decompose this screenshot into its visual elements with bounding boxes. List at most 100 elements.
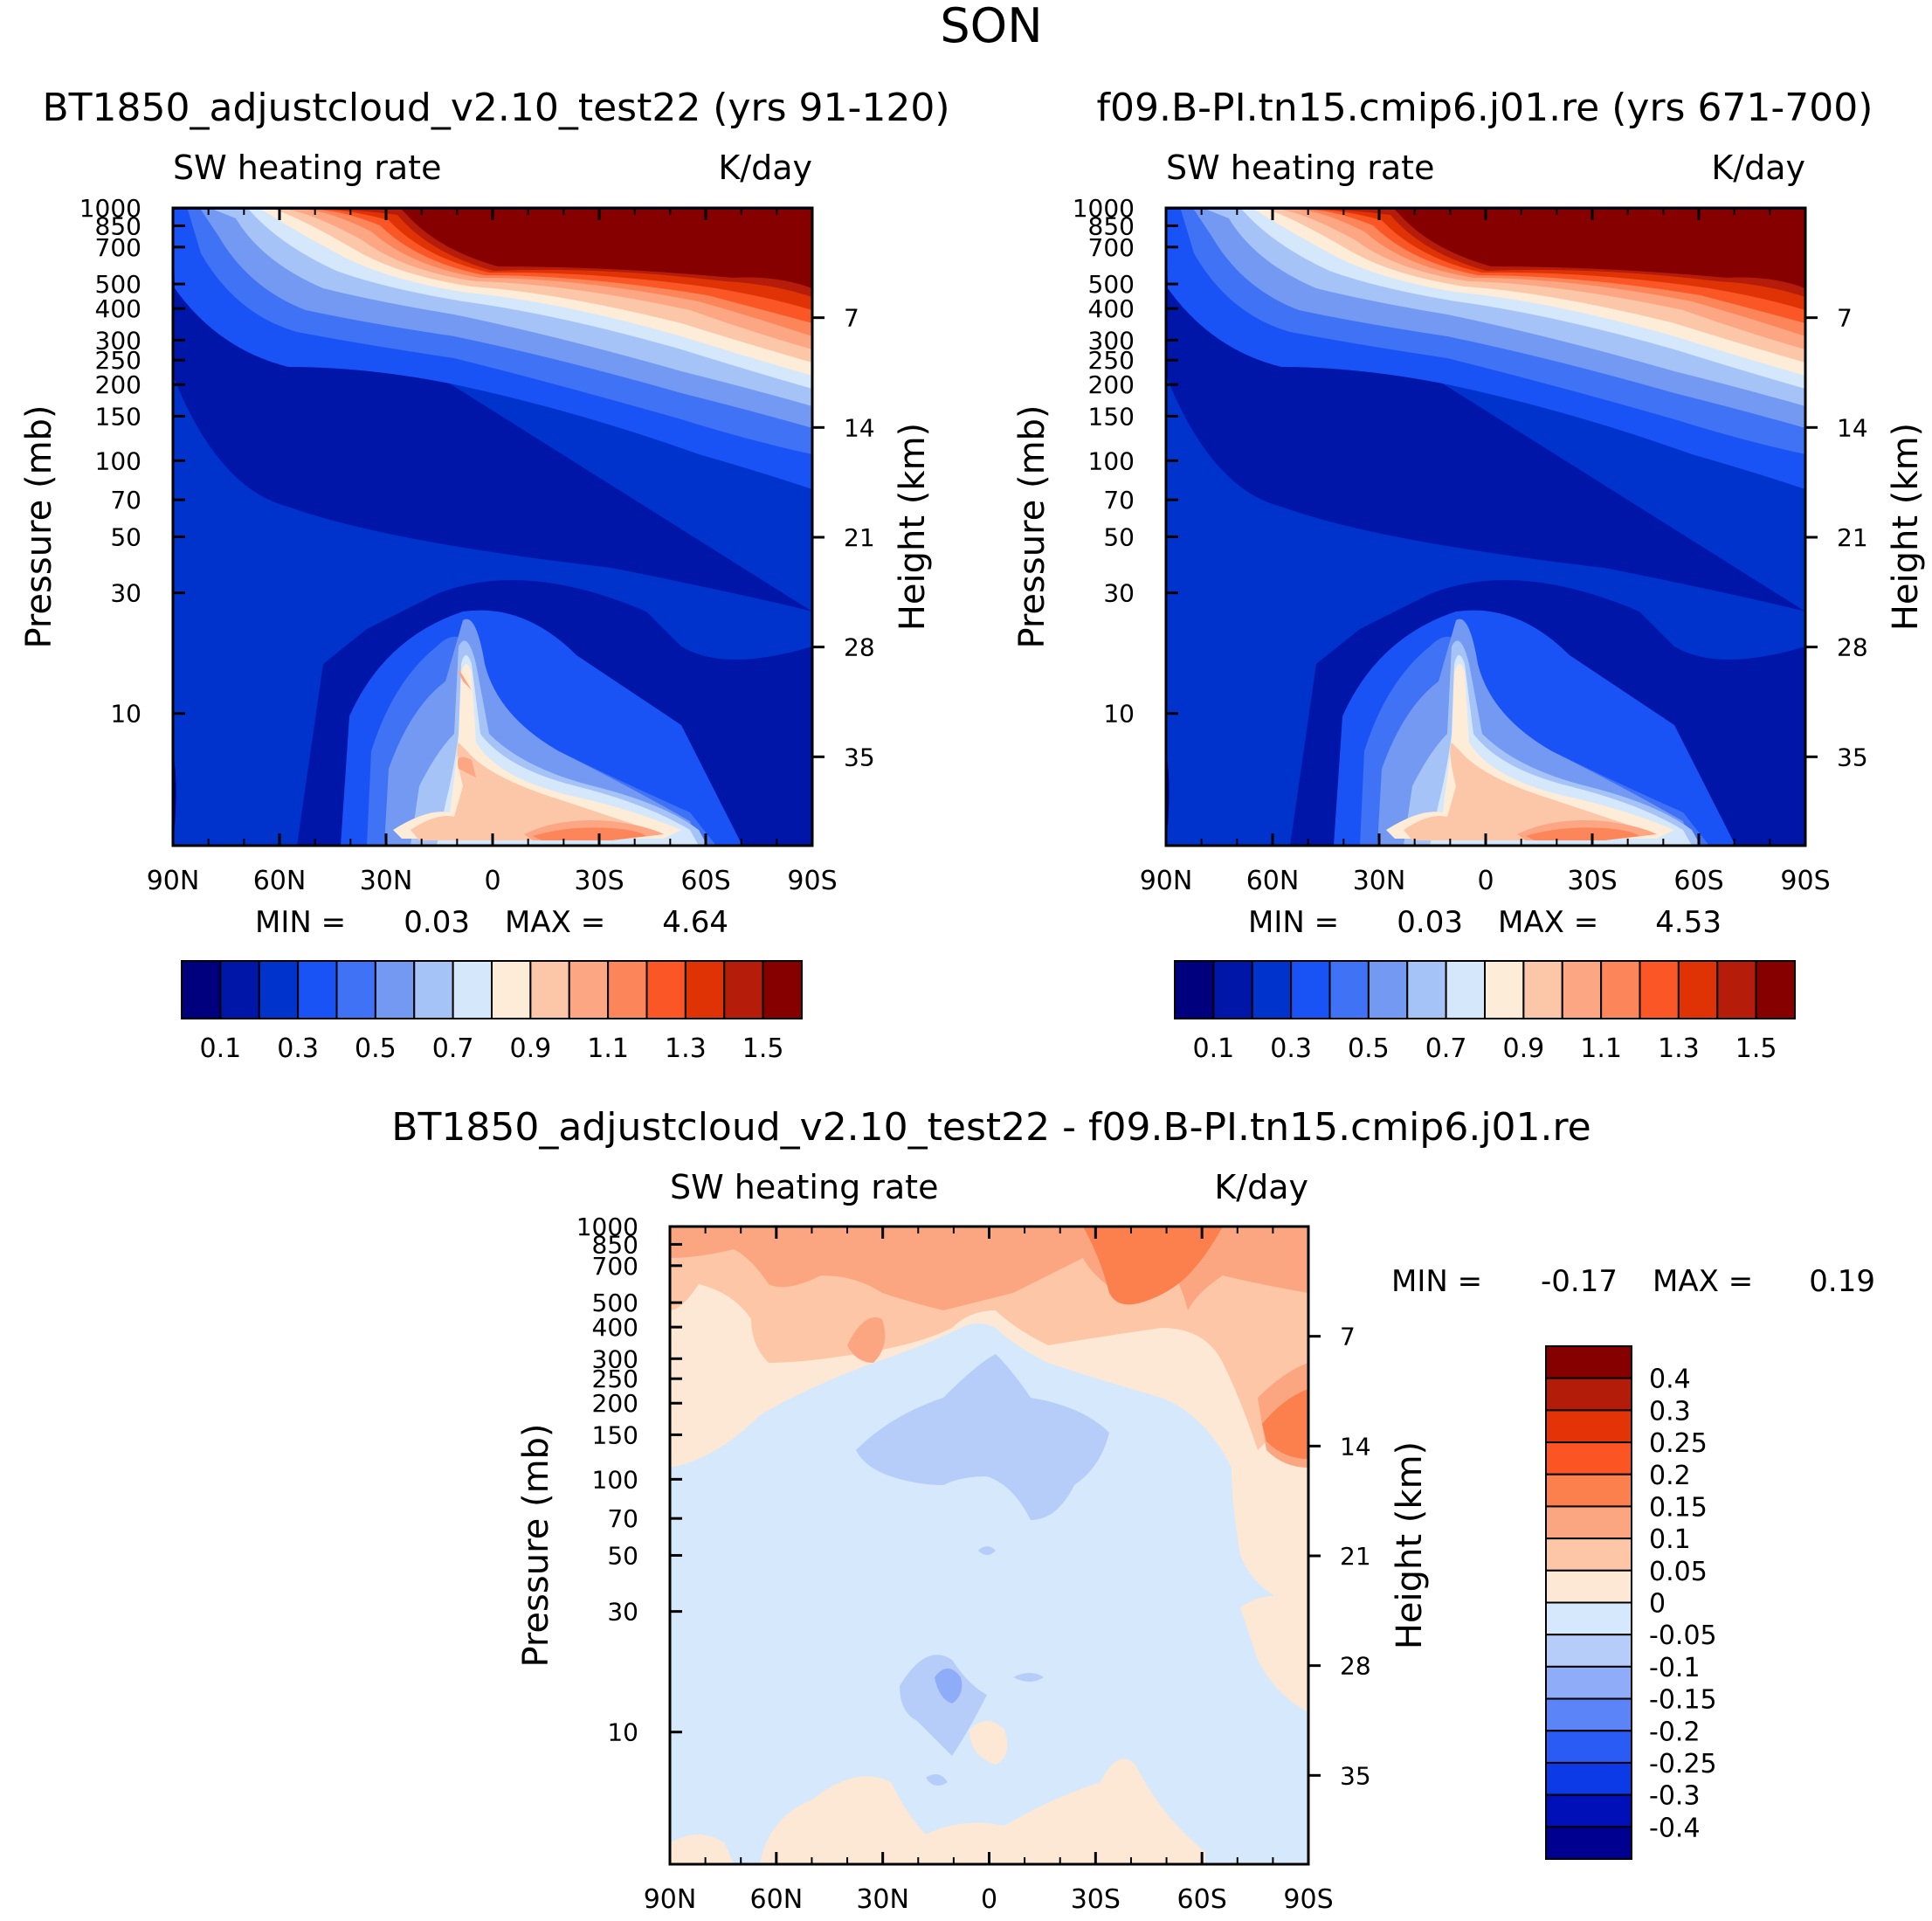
- x-tick-label: 0: [981, 1884, 997, 1915]
- colorbar-swatch: [1545, 1697, 1632, 1732]
- x-tick-label: 60S: [1177, 1884, 1227, 1915]
- colorbar-swatch: [684, 960, 726, 1019]
- colorbar-swatch: [1545, 1730, 1632, 1764]
- panel-1: BT1850_adjustcloud_v2.10_test22 (yrs 91-…: [19, 86, 950, 1064]
- colorbar-swatch: [1545, 1345, 1632, 1379]
- panel-2-contour-field: [1166, 208, 1805, 846]
- colorbar-swatch: [1367, 960, 1409, 1019]
- pressure-tick-label: 30: [607, 1598, 638, 1627]
- colorbar-label: 1.5: [1735, 1033, 1777, 1064]
- colorbar-swatch: [1545, 1441, 1632, 1475]
- panel-1-y-label: Pressure (mb): [19, 404, 59, 648]
- colorbar-label: 0.5: [1348, 1033, 1390, 1064]
- colorbar-label: -0.2: [1649, 1717, 1701, 1747]
- height-tick-label: 28: [1837, 633, 1868, 662]
- panel-1-title: BT1850_adjustcloud_v2.10_test22 (yrs 91-…: [42, 86, 949, 130]
- x-tick-label: 0: [484, 866, 500, 896]
- x-tick-label: 30S: [1071, 1884, 1121, 1915]
- colorbar-swatch: [1716, 960, 1757, 1019]
- panel-2-colorbar: 0.1 0.3 0.5 0.7 0.9 1.1 1.3 1.5: [1174, 960, 1796, 1064]
- x-tick-label: 90N: [147, 866, 200, 896]
- colorbar-swatch: [1251, 960, 1293, 1019]
- pressure-tick-label: 30: [110, 579, 141, 608]
- pressure-tick-label: 400: [95, 294, 141, 323]
- pressure-tick-label: 1000: [1073, 194, 1135, 223]
- colorbar-swatch: [297, 960, 338, 1019]
- height-tick-label: 21: [1837, 523, 1868, 552]
- pressure-tick-label: 200: [1088, 370, 1135, 399]
- pressure-tick-label: 1000: [79, 194, 141, 223]
- panel-3-colorbar: 0.40.30.250.20.150.10.050-0.05-0.1-0.15-…: [1545, 1345, 1717, 1860]
- colorbar-label: -0.05: [1649, 1620, 1717, 1651]
- colorbar-label: 0.9: [1503, 1033, 1545, 1064]
- x-tick-label: 60S: [1673, 866, 1723, 896]
- colorbar-swatch: [1545, 1569, 1632, 1604]
- colorbar-swatch: [1561, 960, 1603, 1019]
- panel-2-band-5: [1194, 210, 1805, 846]
- colorbar-swatch: [1290, 960, 1331, 1019]
- x-tick-label: 60N: [1246, 866, 1300, 896]
- colorbar-swatch: [1545, 1537, 1632, 1572]
- panel-3-y-label-right: Height (km): [1390, 1441, 1430, 1649]
- panel-2-min-value: 0.03: [1397, 905, 1463, 940]
- pressure-tick-label: 100: [592, 1465, 638, 1494]
- x-tick-label: 60N: [750, 1884, 804, 1915]
- pressure-tick-label: 150: [95, 402, 141, 431]
- colorbar-label: 0.7: [432, 1033, 474, 1064]
- colorbar-label: 0.2: [1649, 1461, 1691, 1491]
- colorbar-label: 0.5: [355, 1033, 397, 1064]
- height-tick-label: 21: [844, 523, 875, 552]
- colorbar-label: -0.3: [1649, 1781, 1701, 1812]
- x-tick-label: 90S: [1780, 866, 1830, 896]
- colorbar-label: 1.3: [1658, 1033, 1700, 1064]
- panel-2-max-value: 4.53: [1655, 905, 1722, 940]
- colorbar-label: 0.1: [1193, 1033, 1235, 1064]
- colorbar-label: -0.15: [1649, 1685, 1717, 1716]
- colorbar-swatch: [723, 960, 764, 1019]
- colorbar-swatch: [1545, 1377, 1632, 1412]
- colorbar-label: 1.5: [742, 1033, 784, 1064]
- colorbar-swatch: [452, 960, 493, 1019]
- panel-3-negative-01: [935, 1669, 963, 1703]
- pressure-tick-label: 700: [1088, 233, 1135, 262]
- height-tick-label: 14: [844, 413, 875, 442]
- colorbar-swatch: [568, 960, 610, 1019]
- x-tick-label: 30N: [856, 1884, 909, 1915]
- colorbar-label: 0.1: [200, 1033, 242, 1064]
- pressure-tick-label: 70: [110, 486, 141, 515]
- panel-1-max-label: MAX =: [505, 905, 605, 940]
- panel-3-contour-field: [670, 1227, 1308, 1864]
- colorbar-label: -0.1: [1649, 1653, 1701, 1683]
- colorbar-label: 0.25: [1649, 1428, 1708, 1459]
- panel-2-band-15: [1273, 210, 1805, 288]
- colorbar-label: 0.3: [277, 1033, 319, 1064]
- panel-3-negative-005: [856, 1354, 1109, 1786]
- pressure-tick-label: 500: [1088, 270, 1135, 299]
- panel-3-positive-lower-a: [760, 1759, 1205, 1864]
- colorbar-label: 0.9: [510, 1033, 552, 1064]
- colorbar-label: 0.7: [1425, 1033, 1467, 1064]
- colorbar-label: 0.05: [1649, 1557, 1708, 1587]
- panel-2-min-label: MIN =: [1248, 905, 1339, 940]
- panel-2-title: f09.B-PI.tn15.cmip6.j01.re (yrs 671-700): [1097, 86, 1873, 130]
- x-tick-label: 90N: [1140, 866, 1193, 896]
- height-tick-label: 28: [1340, 1652, 1371, 1681]
- colorbar-label: 0.3: [1270, 1033, 1312, 1064]
- colorbar-swatch: [1174, 960, 1215, 1019]
- height-tick-label: 14: [1340, 1432, 1371, 1461]
- pressure-tick-label: 300: [1088, 326, 1135, 355]
- panel-3-axes: 90N 60N 30N 0 30S 60S 90S103050701001502002503…: [576, 1213, 1371, 1915]
- panel-3-title: BT1850_adjustcloud_v2.10_test22 - f09.B-…: [391, 1105, 1590, 1150]
- height-tick-label: 28: [844, 633, 875, 662]
- pressure-tick-label: 700: [95, 233, 141, 262]
- colorbar-label: 0.1: [1649, 1524, 1691, 1555]
- colorbar-swatch: [1545, 1793, 1632, 1828]
- panel-2: f09.B-PI.tn15.cmip6.j01.re (yrs 671-700)…: [1012, 86, 1926, 1064]
- pressure-tick-label: 150: [1088, 402, 1135, 431]
- x-tick-label: 60S: [680, 866, 730, 896]
- panel-2-field-label: SW heating rate: [1166, 149, 1434, 187]
- pressure-tick-label: 200: [592, 1389, 638, 1418]
- panel-1-units-label: K/day: [718, 149, 812, 187]
- pressure-tick-label: 70: [607, 1504, 638, 1533]
